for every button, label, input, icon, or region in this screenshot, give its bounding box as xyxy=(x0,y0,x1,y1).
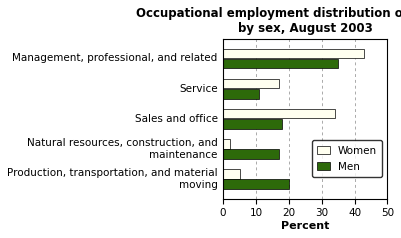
Legend: Women, Men: Women, Men xyxy=(312,140,382,177)
Bar xyxy=(223,169,239,179)
Title: Occupational employment distribution of veterans,
by sex, August 2003: Occupational employment distribution of … xyxy=(136,7,401,35)
X-axis label: Percent: Percent xyxy=(281,221,330,231)
Bar xyxy=(223,109,335,119)
Bar xyxy=(223,179,289,189)
Bar xyxy=(223,119,282,129)
Bar xyxy=(223,139,230,149)
Bar xyxy=(223,89,259,99)
Bar xyxy=(223,59,338,68)
Bar xyxy=(223,79,279,88)
Bar xyxy=(223,49,365,58)
Bar xyxy=(223,149,279,159)
